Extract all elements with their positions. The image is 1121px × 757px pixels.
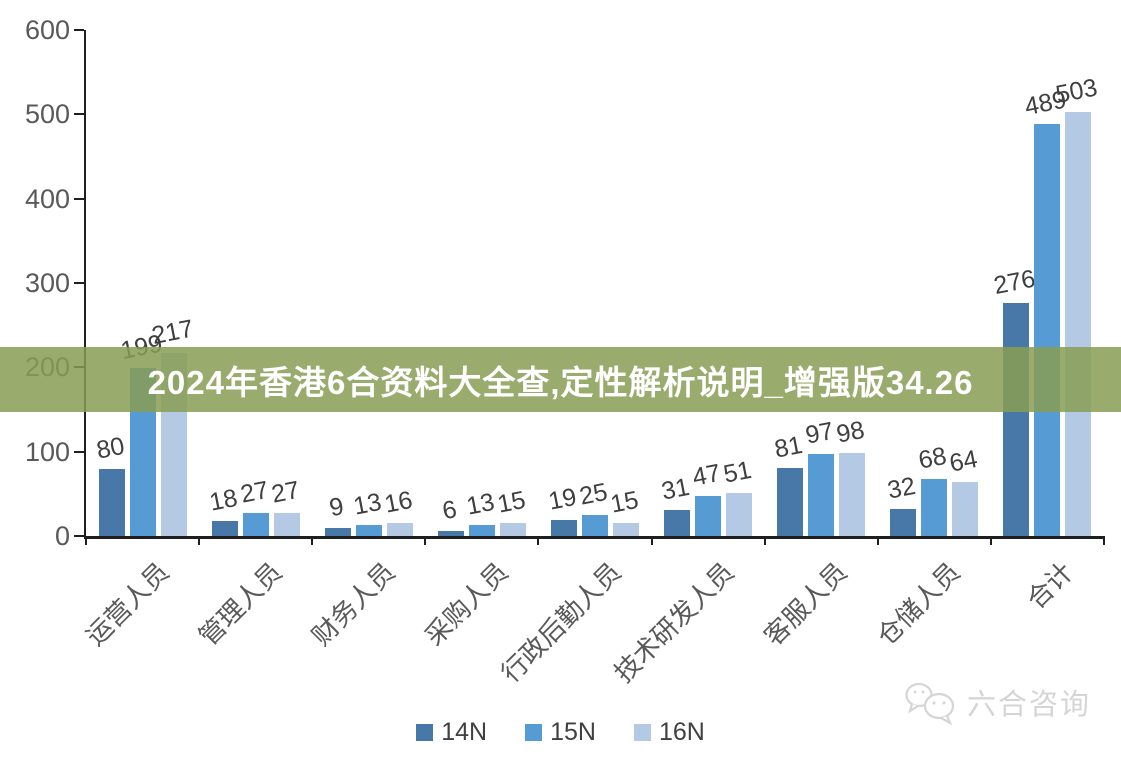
y-axis-tick-label: 100 (24, 436, 70, 467)
bar-value-label: 503 (1053, 73, 1101, 109)
plot-area: 8019921718272791316613151925153147518197… (74, 29, 1105, 545)
y-axis-tick-label: 600 (24, 15, 70, 45)
y-axis-tick-label: 500 (24, 99, 70, 130)
bar-value-label: 97 (803, 417, 837, 450)
bar-14N-行政后勤人员 (551, 519, 577, 536)
bar-14N-客服人员 (777, 467, 804, 536)
legend-swatch-15n-icon (525, 724, 543, 741)
bar-16N-仓储人员 (952, 482, 979, 536)
bar-value-label: 13 (350, 487, 384, 521)
bar-value-label: 276 (991, 264, 1039, 301)
bar-value-label: 47 (690, 459, 723, 493)
bar-16N-客服人员 (839, 453, 866, 536)
bar-value-label: 68 (916, 441, 950, 475)
x-axis-label-行政后勤人员: 行政后勤人员 (495, 556, 627, 689)
banner-title: 2024年香港6合资料大全查,定性解析说明_增强版34.26 (147, 363, 974, 401)
bar-value-label: 15 (608, 486, 641, 519)
bar-16N-财务人员 (386, 522, 413, 536)
x-axis-label-运营人员: 运营人员 (79, 556, 175, 652)
y-axis-tick-label: 300 (24, 268, 70, 298)
x-axis-tick (989, 536, 992, 545)
bar-14N-合计 (1003, 303, 1030, 536)
y-axis-tick (74, 535, 84, 537)
x-axis-label-采购人员: 采购人员 (418, 556, 514, 652)
x-axis-tick (424, 536, 427, 545)
y-axis-tick (74, 113, 84, 116)
bar-value-label: 27 (237, 476, 271, 509)
x-axis-tick (763, 536, 766, 545)
legend-item-16n: 16N (633, 718, 705, 746)
bar-value-label: 15 (495, 486, 528, 519)
x-axis-label-技术研发人员: 技术研发人员 (608, 556, 740, 689)
bar-value-label: 51 (721, 455, 754, 489)
bar-value-label: 25 (577, 477, 610, 511)
bar-16N-采购人员 (499, 523, 526, 536)
bar-value-label: 81 (772, 430, 806, 464)
bar-15N-仓储人员 (921, 478, 948, 536)
bar-value-label: 217 (148, 314, 196, 350)
legend: 14N 15N 16N (0, 720, 1121, 745)
bar-15N-客服人员 (808, 454, 835, 536)
bar-16N-管理人员 (273, 513, 300, 536)
bar-value-label: 80 (93, 431, 127, 465)
x-axis-tick (198, 536, 201, 545)
y-axis-tick (74, 450, 84, 453)
x-axis-tick (85, 536, 87, 545)
y-axis-tick-label: 400 (24, 183, 70, 214)
bar-15N-合计 (1034, 123, 1061, 536)
x-axis-tick (537, 536, 540, 545)
legend-item-14n: 14N (416, 720, 487, 745)
y-axis-tick (74, 282, 84, 284)
bar-15N-采购人员 (468, 525, 495, 536)
bar-value-label: 13 (464, 487, 497, 521)
bar-value-label: 9 (326, 492, 346, 523)
bar-value-label: 31 (659, 472, 692, 506)
watermark: 六合咨询 (903, 680, 1091, 731)
y-axis-tick (74, 29, 84, 31)
bar-14N-管理人员 (211, 520, 238, 536)
legend-item-15n: 15N (525, 720, 596, 745)
bar-16N-技术研发人员 (726, 493, 753, 536)
x-axis-label-合计: 合计 (1021, 556, 1080, 615)
bar-value-label: 6 (439, 495, 459, 526)
x-axis-label-客服人员: 客服人员 (758, 556, 854, 652)
bar-value-label: 32 (885, 471, 919, 505)
legend-swatch-16n-icon (633, 724, 651, 741)
x-axis-label-仓储人员: 仓储人员 (871, 556, 967, 652)
bar-value-label: 27 (268, 476, 302, 509)
bar-value-label: 18 (206, 483, 240, 517)
x-axis-tick (876, 536, 879, 545)
bar-value-label: 64 (947, 444, 981, 478)
bar-value-label: 19 (546, 482, 579, 516)
overlay-banner: 2024年香港6合资料大全查,定性解析说明_增强版34.26 (0, 347, 1121, 412)
x-axis-label-财务人员: 财务人员 (305, 556, 401, 652)
y-axis-tick-label: 0 (54, 521, 70, 551)
bar-15N-行政后勤人员 (582, 514, 608, 536)
legend-label-15n: 15N (550, 718, 596, 746)
bar-14N-采购人员 (437, 530, 464, 536)
bar-16N-合计 (1065, 111, 1092, 536)
chat-bubbles-icon (903, 680, 961, 731)
bar-15N-技术研发人员 (695, 496, 722, 536)
x-axis-tick (311, 536, 314, 545)
watermark-text: 六合咨询 (966, 689, 1091, 721)
y-axis-tick (74, 197, 84, 200)
bar-14N-财务人员 (324, 528, 351, 536)
legend-swatch-14n-icon (416, 724, 434, 741)
bar-14N-运营人员 (98, 468, 125, 536)
bar-value-label: 16 (381, 485, 415, 519)
bar-15N-财务人员 (355, 525, 382, 536)
legend-label-14n: 14N (441, 718, 488, 746)
bar-16N-行政后勤人员 (613, 523, 639, 536)
x-axis-tick (650, 536, 653, 545)
bar-14N-仓储人员 (890, 509, 917, 536)
x-axis-label-管理人员: 管理人员 (192, 556, 288, 652)
bar-14N-技术研发人员 (664, 509, 691, 536)
bar-15N-管理人员 (242, 513, 269, 536)
legend-label-16n: 16N (658, 718, 705, 746)
x-axis-tick (1103, 536, 1105, 545)
bar-value-label: 98 (834, 416, 868, 449)
